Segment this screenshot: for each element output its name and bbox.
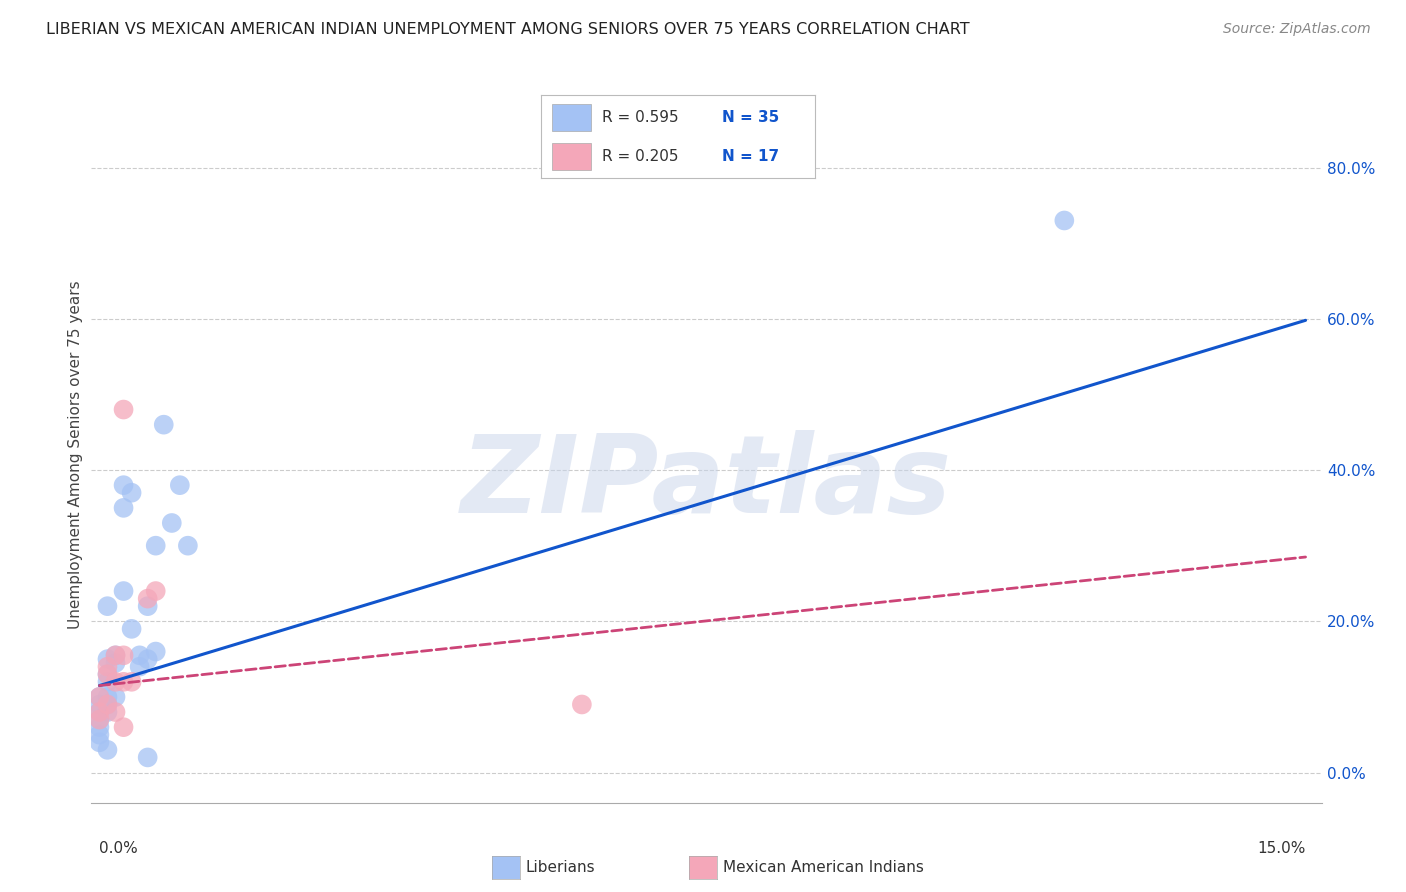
Point — [89, 713, 111, 727]
Point — [112, 402, 135, 417]
Text: 0.0%: 0.0% — [100, 840, 138, 855]
Y-axis label: Unemployment Among Seniors over 75 years: Unemployment Among Seniors over 75 years — [67, 281, 83, 629]
Point — [169, 478, 191, 492]
Point — [89, 690, 111, 704]
Point — [104, 690, 127, 704]
Point — [96, 743, 118, 757]
Text: N = 35: N = 35 — [723, 111, 779, 126]
FancyBboxPatch shape — [553, 143, 591, 170]
Point — [96, 667, 118, 681]
Text: Liberians: Liberians — [526, 860, 596, 875]
Point — [121, 622, 143, 636]
Point — [112, 584, 135, 599]
Point — [128, 659, 150, 673]
Point — [89, 690, 111, 704]
Point — [89, 720, 111, 734]
Text: 15.0%: 15.0% — [1257, 840, 1306, 855]
Point — [96, 652, 118, 666]
Point — [112, 720, 135, 734]
Point — [112, 648, 135, 663]
Point — [136, 591, 159, 606]
Point — [112, 674, 135, 689]
Text: N = 17: N = 17 — [723, 149, 779, 164]
Text: Source: ZipAtlas.com: Source: ZipAtlas.com — [1223, 22, 1371, 37]
Point — [89, 713, 111, 727]
Point — [104, 648, 127, 663]
Point — [89, 728, 111, 742]
Point — [96, 659, 118, 673]
Point — [571, 698, 593, 712]
Point — [104, 656, 127, 670]
Point — [112, 478, 135, 492]
Point — [89, 705, 111, 719]
Point — [96, 698, 118, 712]
Point — [89, 735, 111, 749]
Point — [136, 652, 159, 666]
Point — [121, 485, 143, 500]
Text: R = 0.595: R = 0.595 — [602, 111, 678, 126]
Point — [104, 674, 127, 689]
Point — [112, 500, 135, 515]
Text: Mexican American Indians: Mexican American Indians — [723, 860, 924, 875]
Point — [136, 599, 159, 614]
Point — [1053, 213, 1076, 227]
Point — [177, 539, 200, 553]
Point — [121, 674, 143, 689]
Point — [152, 417, 174, 432]
Point — [145, 644, 167, 658]
Point — [160, 516, 183, 530]
Point — [136, 750, 159, 764]
FancyBboxPatch shape — [553, 103, 591, 131]
Text: R = 0.205: R = 0.205 — [602, 149, 678, 164]
Point — [128, 648, 150, 663]
Text: ZIPatlas: ZIPatlas — [461, 430, 952, 536]
Text: LIBERIAN VS MEXICAN AMERICAN INDIAN UNEMPLOYMENT AMONG SENIORS OVER 75 YEARS COR: LIBERIAN VS MEXICAN AMERICAN INDIAN UNEM… — [46, 22, 970, 37]
Point — [96, 705, 118, 719]
Point — [104, 705, 127, 719]
Point — [145, 539, 167, 553]
Point — [89, 705, 111, 719]
Point — [96, 674, 118, 689]
Point — [96, 690, 118, 704]
Point — [104, 648, 127, 663]
Point — [89, 698, 111, 712]
Point — [145, 584, 167, 599]
Point — [96, 599, 118, 614]
Point — [96, 698, 118, 712]
Point — [96, 667, 118, 681]
